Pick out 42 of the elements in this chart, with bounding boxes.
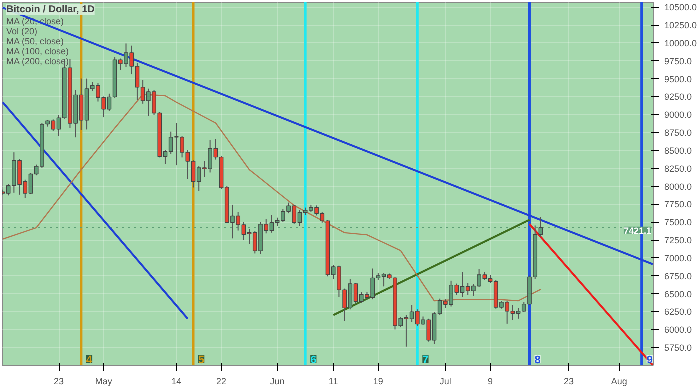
y-tick-label: 6750.0 [664,271,692,282]
y-tick-label: 6500.0 [664,289,692,300]
y-tick-label: 9750.0 [664,56,692,66]
x-tick-label: Aug [611,376,628,386]
y-tick-label: 5750.0 [664,343,692,354]
ref-line-label: 9 [646,354,653,366]
x-tick-label: 11 [328,376,338,386]
y-tick-label: 8500.0 [664,146,692,156]
y-tick-label: 7750.0 [664,200,692,210]
y-tick-label: 10500.0 [664,2,698,13]
x-tick-label: 19 [373,376,384,386]
ref-line-label: 8 [534,354,541,366]
y-tick-label: 8000.0 [664,182,692,192]
x-tick-label: May [95,376,113,386]
y-tick-label: 10000.0 [664,38,698,48]
y-tick-label: 8250.0 [664,164,692,174]
y-tick-label: 9000.0 [664,110,692,120]
ref-line-label: 6 [310,354,317,366]
ref-line-label: 7421.1 [624,226,652,236]
y-tick-label: 9500.0 [664,74,692,84]
x-tick-label: Jun [270,376,285,386]
ref-line-label: 7 [422,354,429,366]
x-tick-label: 22 [216,376,227,386]
y-tick-label: 10250.0 [664,20,698,31]
x-tick-label: 14 [172,376,182,386]
ref-line-label: 4 [86,354,94,366]
annotation: Vol (20) [6,26,38,36]
chart-title: Bitcoin / Dollar, 1D [6,4,95,16]
x-tick-label: Jul [440,376,452,386]
y-tick-label: 8750.0 [664,128,692,138]
y-tick-label: 6250.0 [664,307,692,318]
y-tick-label: 7250.0 [664,236,692,246]
annotation: MA (50, close) [6,36,64,46]
x-tick-label: 23 [564,376,574,386]
y-tick-label: 6000.0 [664,325,692,336]
x-tick-label: 23 [54,376,64,386]
x-tick-label: 9 [488,376,494,386]
ref-line-label: 5 [198,354,205,366]
annotation: MA (100, close) [6,46,70,56]
y-tick-label: 9250.0 [664,92,692,102]
y-tick-label: 7000.0 [664,254,692,264]
y-tick-label: 7500.0 [664,218,692,228]
